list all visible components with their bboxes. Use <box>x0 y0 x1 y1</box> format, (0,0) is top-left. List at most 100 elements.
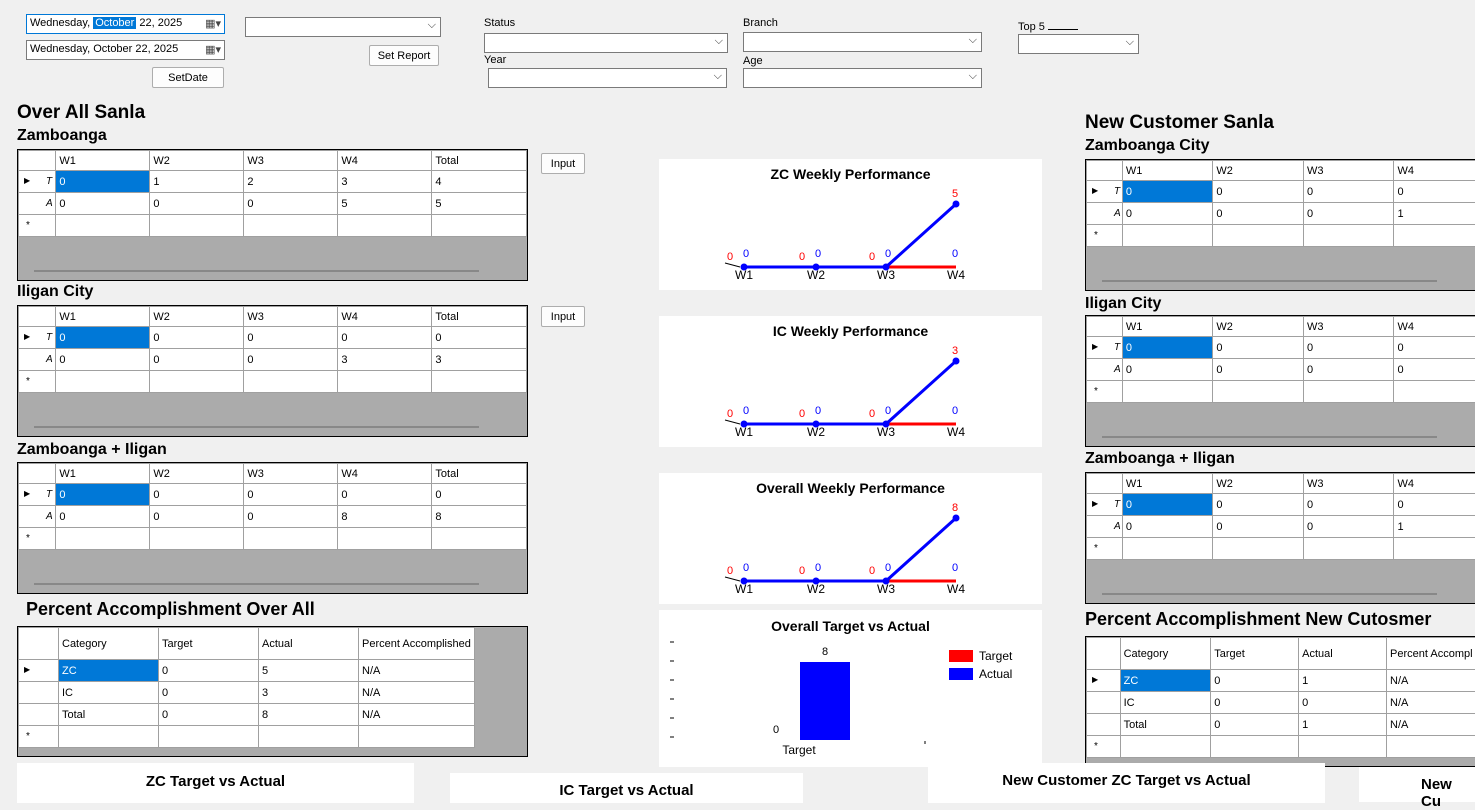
table-cell[interactable]: 0 <box>1303 181 1394 203</box>
table-cell[interactable]: 3 <box>338 349 432 371</box>
table-cell[interactable]: 0 <box>1213 516 1304 538</box>
table-cell[interactable]: 0 <box>1122 203 1213 225</box>
table-cell[interactable]: 0 <box>1394 494 1475 516</box>
calendar-dropdown-icon[interactable]: ▦▾ <box>205 43 221 56</box>
table-cell[interactable] <box>1303 225 1394 247</box>
zamboanga-input-button[interactable]: Input <box>541 153 585 174</box>
table-cell[interactable]: 0 <box>150 506 244 528</box>
column-header[interactable]: Total <box>432 307 527 327</box>
table-cell[interactable]: 0 <box>1211 692 1299 714</box>
column-header[interactable]: W4 <box>1394 317 1475 337</box>
table-cell[interactable]: 0 <box>1303 516 1394 538</box>
row-header[interactable] <box>1087 692 1121 714</box>
new-row[interactable]: * <box>19 371 527 393</box>
table-cell[interactable]: Total <box>59 704 159 726</box>
status-select[interactable]: ⌵ <box>484 33 728 53</box>
end-date-month[interactable]: October <box>93 43 132 55</box>
table-cell[interactable] <box>1303 381 1394 403</box>
column-header[interactable]: W4 <box>1394 474 1475 494</box>
table-cell[interactable]: 0 <box>244 506 338 528</box>
table-cell[interactable]: Total <box>1120 714 1211 736</box>
column-header[interactable]: W4 <box>338 464 432 484</box>
table-cell[interactable]: 5 <box>259 660 359 682</box>
table-cell[interactable] <box>56 215 150 237</box>
calendar-dropdown-icon[interactable]: ▦▾ <box>205 17 221 30</box>
table-cell[interactable] <box>1211 736 1299 758</box>
horizontal-scrollbar[interactable] <box>1102 280 1437 282</box>
column-header[interactable]: Target <box>1211 638 1299 670</box>
table-cell[interactable]: 0 <box>1394 181 1475 203</box>
table-cell[interactable]: 0 <box>1303 203 1394 225</box>
table-cell[interactable]: 8 <box>338 506 432 528</box>
table-cell[interactable]: 0 <box>159 682 259 704</box>
table-cell[interactable]: 0 <box>244 327 338 349</box>
table-cell[interactable] <box>1387 736 1475 758</box>
table-cell[interactable]: 0 <box>150 349 244 371</box>
table-cell[interactable] <box>56 528 150 550</box>
table-cell[interactable] <box>159 726 259 748</box>
table-cell[interactable] <box>1394 538 1475 560</box>
start-date-picker[interactable]: Wednesday, October 22, 2025 ▦▾ <box>26 14 225 34</box>
table-cell[interactable]: 3 <box>432 349 527 371</box>
table-cell[interactable]: 0 <box>150 327 244 349</box>
table-cell[interactable]: 0 <box>1122 181 1213 203</box>
table-cell[interactable] <box>244 528 338 550</box>
column-header[interactable]: Percent Accompl <box>1387 638 1475 670</box>
table-cell[interactable]: 0 <box>1122 494 1213 516</box>
table-cell[interactable] <box>1213 381 1304 403</box>
table-cell[interactable]: 0 <box>56 193 150 215</box>
table-cell[interactable]: 0 <box>244 349 338 371</box>
table-cell[interactable]: 8 <box>432 506 527 528</box>
table-cell[interactable]: 0 <box>1299 692 1387 714</box>
table-cell[interactable]: 0 <box>244 193 338 215</box>
table-cell[interactable] <box>56 371 150 393</box>
table-cell[interactable]: 0 <box>1213 337 1304 359</box>
column-header[interactable]: Target <box>159 628 259 660</box>
table-cell[interactable]: 0 <box>159 704 259 726</box>
horizontal-scrollbar[interactable] <box>1102 436 1437 438</box>
table-cell[interactable]: 4 <box>432 171 527 193</box>
end-date-picker[interactable]: Wednesday, October 22, 2025 ▦▾ <box>26 40 225 60</box>
table-cell[interactable] <box>244 371 338 393</box>
table-cell[interactable]: N/A <box>1387 692 1475 714</box>
table-cell[interactable]: 0 <box>1211 714 1299 736</box>
table-cell[interactable]: 0 <box>432 327 527 349</box>
table-cell[interactable]: 0 <box>1211 670 1299 692</box>
table-cell[interactable] <box>59 726 159 748</box>
set-date-button[interactable]: SetDate <box>152 67 224 88</box>
year-select[interactable]: ⌵ <box>488 68 727 88</box>
table-cell[interactable] <box>338 528 432 550</box>
branch-select[interactable]: ⌵ <box>743 32 982 52</box>
table-cell[interactable] <box>1394 225 1475 247</box>
table-cell[interactable] <box>359 726 475 748</box>
table-cell[interactable] <box>338 215 432 237</box>
column-header[interactable]: Percent Accomplished <box>359 628 475 660</box>
table-cell[interactable] <box>1122 538 1213 560</box>
table-cell[interactable]: 0 <box>338 484 432 506</box>
column-header[interactable]: W4 <box>338 151 432 171</box>
table-cell[interactable]: ZC <box>1120 670 1211 692</box>
table-cell[interactable]: IC <box>59 682 159 704</box>
column-header[interactable]: Total <box>432 151 527 171</box>
table-cell[interactable]: 1 <box>1299 714 1387 736</box>
table-cell[interactable] <box>1120 736 1211 758</box>
table-cell[interactable] <box>150 528 244 550</box>
column-header[interactable]: W1 <box>1122 474 1213 494</box>
table-cell[interactable]: 0 <box>1303 359 1394 381</box>
column-header[interactable]: W2 <box>150 464 244 484</box>
row-header[interactable]: A <box>1087 516 1123 538</box>
table-cell[interactable] <box>1213 538 1304 560</box>
table-cell[interactable]: 0 <box>56 506 150 528</box>
table-cell[interactable]: 0 <box>159 660 259 682</box>
